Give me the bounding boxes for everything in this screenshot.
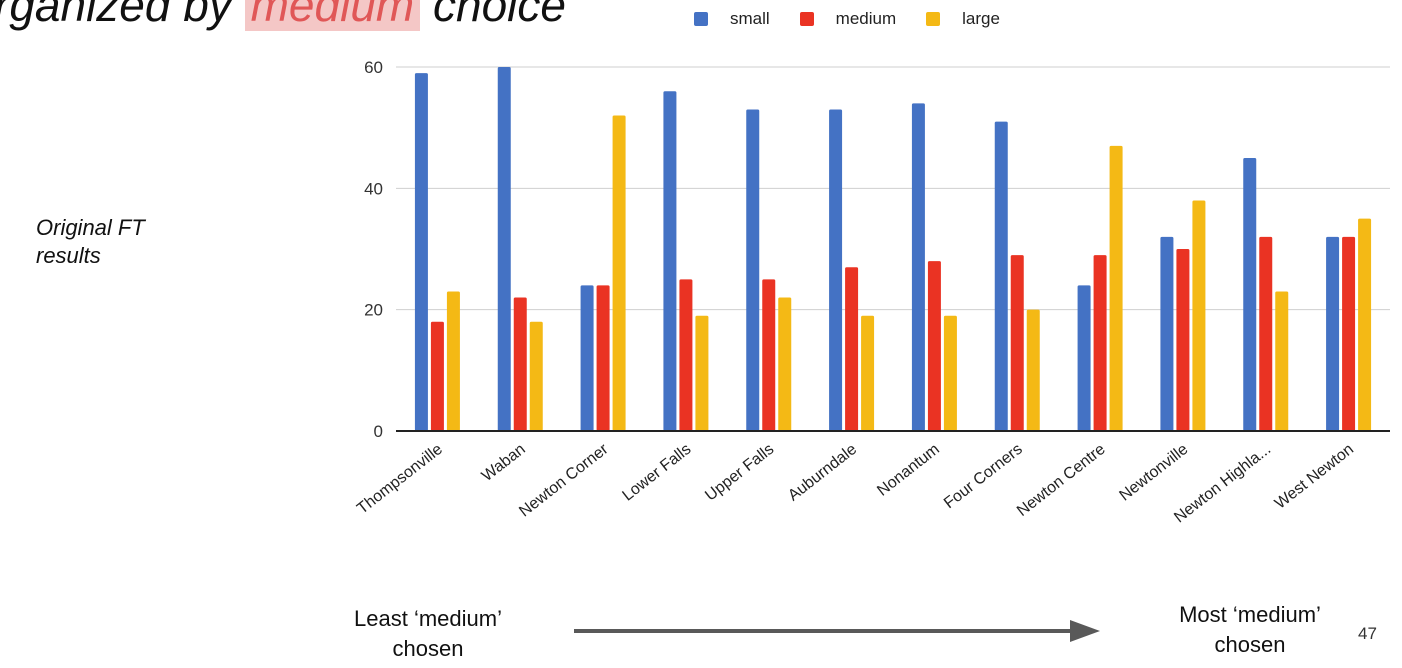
slide-title: rganized by medium choice — [0, 0, 566, 38]
bar-large — [612, 115, 626, 432]
x-tick-label: Nonantum — [874, 441, 943, 500]
x-tick-label: Auburndale — [785, 441, 860, 505]
direction-arrow-head — [1070, 620, 1100, 642]
y-tick-label: 0 — [374, 422, 383, 441]
bar-small — [497, 67, 511, 431]
legend-item-small: small — [694, 9, 770, 29]
bar-small — [829, 109, 843, 431]
bar-large — [1358, 218, 1372, 431]
title-suffix: choice — [420, 0, 566, 31]
bar-small — [414, 73, 428, 432]
bar-large — [1109, 145, 1123, 431]
bar-medium — [513, 297, 527, 431]
left-caption: Least ‘medium’ chosen — [354, 606, 502, 661]
bar-small — [663, 91, 677, 432]
bar-medium — [845, 267, 859, 431]
bar-medium — [1259, 236, 1273, 431]
bar-medium — [596, 285, 610, 431]
x-tick-label: Newtonville — [1116, 441, 1191, 505]
legend-item-large: large — [926, 9, 1000, 29]
bar-medium — [1010, 255, 1024, 431]
bar-medium — [679, 279, 693, 431]
y-tick-label: 40 — [364, 179, 383, 198]
bar-large — [1192, 200, 1206, 431]
title-highlight: medium — [244, 0, 421, 31]
legend-swatch-large — [926, 12, 941, 26]
legend-swatch-medium — [799, 12, 814, 26]
bar-large — [1026, 309, 1040, 431]
legend-label-medium: medium — [835, 9, 897, 28]
x-tick-label: Newton Centre — [1014, 441, 1109, 520]
bar-large — [695, 315, 709, 431]
x-tick-label: Thompsonville — [354, 441, 446, 518]
y-tick-label: 20 — [364, 301, 383, 320]
x-tick-label: Newton Corner — [516, 440, 612, 520]
legend-item-medium: medium — [799, 9, 897, 29]
legend-swatch-small — [694, 12, 708, 26]
bar-medium — [762, 279, 776, 431]
bar-medium — [927, 261, 941, 431]
x-tick-label: West Newton — [1272, 441, 1357, 513]
side-note: Original FT results — [36, 215, 145, 268]
y-tick-label: 60 — [364, 58, 383, 77]
bar-large — [943, 315, 957, 431]
bar-small — [1160, 236, 1174, 431]
bar-medium — [1093, 255, 1107, 431]
bar-large — [861, 315, 875, 431]
bar-small — [580, 285, 594, 431]
bar-small — [1243, 158, 1257, 431]
legend-label-large: large — [962, 9, 1000, 28]
bar-small — [746, 109, 760, 431]
bar-small — [911, 103, 925, 432]
page-number: 47 — [1358, 624, 1377, 643]
legend-label-small: small — [730, 9, 770, 28]
x-tick-label: Waban — [479, 441, 529, 485]
bar-small — [994, 121, 1008, 431]
x-tick-label: Lower Falls — [619, 441, 694, 505]
title-prefix: rganized by — [0, 0, 245, 31]
x-tick-label: Four Corners — [941, 441, 1026, 512]
bar-large — [1275, 291, 1289, 431]
bar-small — [1077, 285, 1091, 431]
chart-legend: small medium large — [694, 9, 1030, 29]
bar-large — [446, 291, 460, 431]
right-caption: Most ‘medium’ chosen — [1179, 602, 1321, 657]
bar-medium — [1342, 236, 1356, 431]
bar-large — [778, 297, 792, 431]
bar-small — [1326, 236, 1340, 431]
bar-medium — [430, 321, 444, 431]
bar-medium — [1176, 249, 1190, 431]
bar-large — [529, 321, 543, 431]
x-tick-label: Upper Falls — [702, 441, 777, 505]
